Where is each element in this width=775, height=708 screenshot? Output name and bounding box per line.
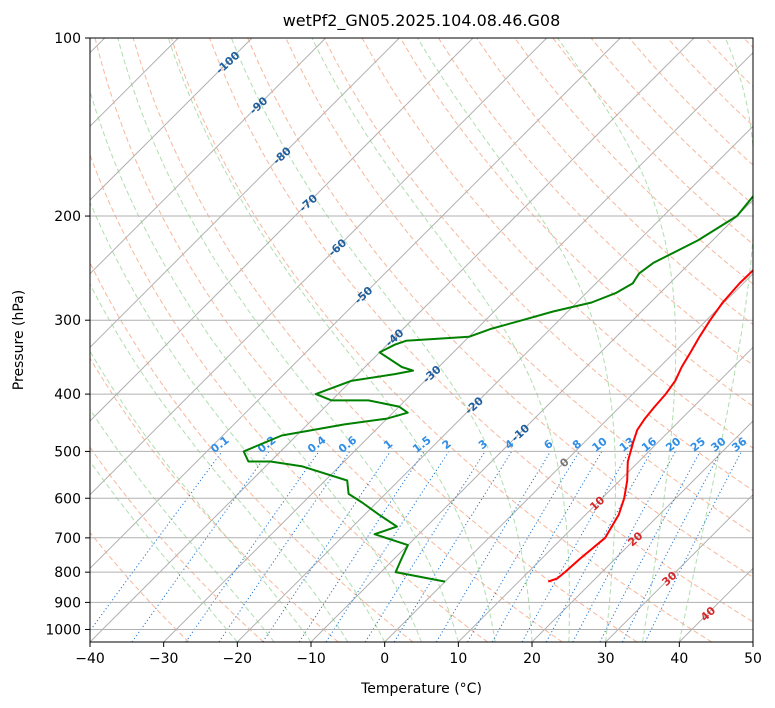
isotherm-line [90, 38, 695, 642]
dry-adiabat [90, 446, 264, 642]
mixing-ratio-line [467, 451, 580, 642]
dry-adiabat [90, 357, 339, 642]
moist-adiabat [90, 201, 386, 642]
moist-adiabat [90, 460, 238, 642]
y-tick-label: 400 [54, 387, 81, 403]
background-lines [90, 38, 753, 642]
plot-frame [89, 37, 754, 643]
moist-adiabat [90, 283, 349, 642]
isotherm-line [605, 493, 753, 642]
x-tick-label: −30 [149, 651, 179, 667]
dry-adiabat [514, 38, 753, 285]
x-axis-ticks: −40 −30 −20 −10 0 10 20 30 40 50 [75, 642, 762, 667]
y-axis-label: Pressure (hPa) [11, 290, 27, 390]
y-tick-label: 100 [54, 31, 81, 47]
x-tick-label: 0 [380, 651, 389, 667]
dry-adiabat [323, 38, 753, 492]
x-tick-label: 40 [670, 651, 688, 667]
mixing-ratio-line [90, 451, 223, 632]
y-axis-ticks: 100 200 300 400 500 600 700 800 900 1000 [45, 31, 90, 638]
moist-adiabat [90, 350, 312, 642]
isotherm-line [90, 38, 548, 496]
x-axis-label: Temperature (°C) [360, 681, 482, 697]
dry-adiabat [90, 531, 190, 642]
chart-title: wetPf2_GN05.2025.104.08.46.G08 [283, 11, 561, 31]
moist-adiabat [167, 38, 496, 642]
isotherm-line [90, 38, 327, 275]
dewpoint-profile [242, 194, 753, 583]
dry-adiabat [209, 38, 753, 623]
mixing-ratio-line [545, 451, 652, 642]
dry-adiabat [170, 38, 712, 642]
mixing-ratio-line [644, 451, 742, 642]
x-tick-label: 50 [744, 651, 762, 667]
pressure-grid [90, 38, 753, 630]
y-tick-label: 600 [54, 491, 81, 507]
dry-adiabat [132, 38, 638, 642]
isotherm-line [163, 51, 753, 642]
isotherm-line [531, 420, 753, 642]
dry-adiabat [90, 261, 414, 642]
x-tick-label: −10 [296, 651, 326, 667]
y-tick-label: 200 [54, 209, 81, 225]
isotherm-line [384, 272, 753, 642]
x-tick-label: 20 [523, 651, 541, 667]
isotherm-line [90, 38, 253, 201]
x-tick-label: −40 [75, 651, 105, 667]
isotherm-line [90, 38, 621, 570]
y-tick-label: 900 [54, 595, 81, 611]
mixing-ratio-line [262, 451, 391, 642]
mixing-ratio-line [621, 451, 722, 642]
y-tick-label: 700 [54, 531, 81, 547]
isotherm-line [90, 38, 400, 349]
y-tick-label: 800 [54, 565, 81, 581]
mixing-ratio-line [325, 451, 450, 642]
y-tick-label: 300 [54, 313, 81, 329]
mixing-ratio-line [599, 451, 701, 642]
x-tick-label: 10 [449, 651, 467, 667]
dry-adiabat [94, 38, 563, 642]
dry-adiabat [90, 153, 488, 642]
moist-adiabat [678, 38, 753, 642]
mixing-ratio-line [521, 451, 630, 642]
y-tick-label: 500 [54, 444, 81, 460]
moist-adiabat [90, 408, 275, 642]
isotherm-line [457, 346, 753, 642]
mixing-ratio-line [572, 451, 676, 642]
dry-adiabat [399, 38, 753, 408]
moist-adiabat [230, 38, 533, 642]
mixing-ratio-line [218, 451, 351, 642]
moist-adiabat [311, 38, 570, 642]
temperature-profile [547, 269, 753, 583]
y-tick-label: 1000 [45, 622, 81, 638]
moist-adiabat [557, 38, 677, 642]
dry-adiabat [247, 38, 753, 578]
profiles [242, 194, 753, 583]
mixing-ratio-line [298, 451, 425, 642]
x-tick-label: −20 [223, 651, 253, 667]
dry-adiabat [437, 38, 753, 366]
isotherm-line [90, 38, 474, 422]
mixing-ratio-line [491, 451, 603, 642]
moist-adiabat [117, 38, 459, 642]
moist-adiabat [417, 38, 617, 642]
isotherm-line [236, 125, 753, 642]
x-tick-label: 30 [597, 651, 615, 667]
